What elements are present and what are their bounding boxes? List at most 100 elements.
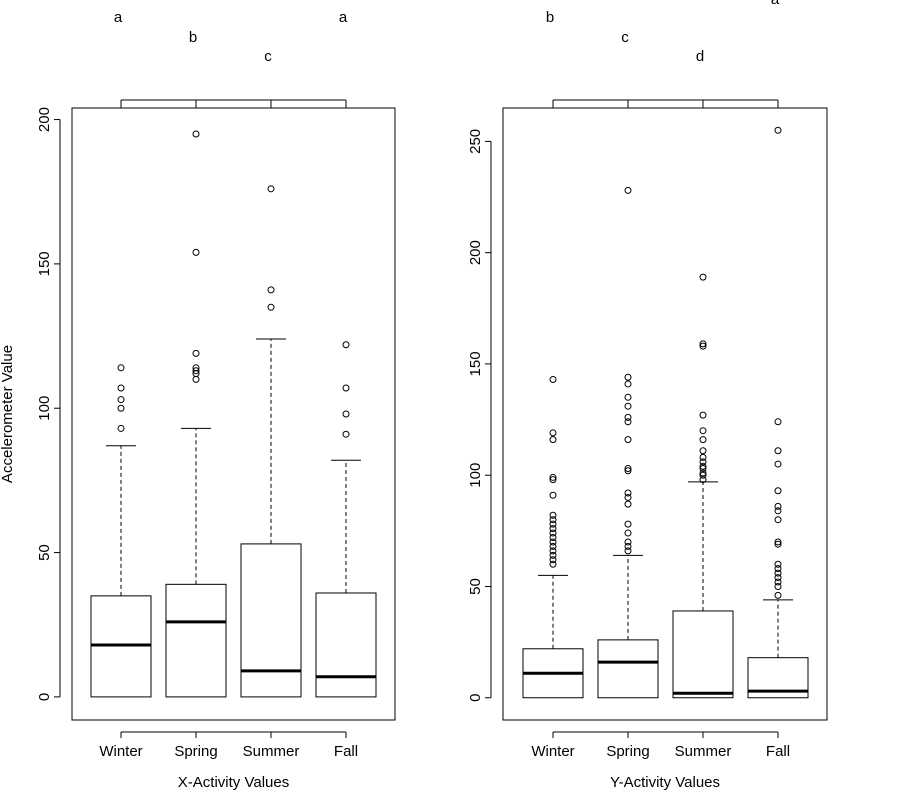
outlier-point: [699, 465, 707, 473]
x-tick-label: Fall: [334, 743, 358, 760]
outlier-point: [549, 542, 557, 550]
x-tick-label: Summer: [675, 743, 732, 760]
outlier-point: [624, 467, 632, 475]
outlier-point: [117, 396, 125, 404]
outlier-point: [624, 489, 632, 497]
outlier-point: [549, 534, 557, 542]
outlier-point: [549, 538, 557, 546]
outlier-point: [117, 384, 125, 392]
outlier-point: [774, 126, 782, 134]
outlier-point: [699, 411, 707, 419]
outlier-point: [774, 540, 782, 548]
outlier-point: [549, 547, 557, 555]
outlier-point: [624, 393, 632, 401]
outlier-point: [549, 429, 557, 437]
y-axis-label: Accelerometer Value: [0, 345, 16, 483]
outlier-point: [267, 303, 275, 311]
outlier-point: [699, 340, 707, 348]
significance-letter: b: [546, 9, 554, 26]
significance-letter: b: [189, 29, 197, 46]
outlier-point: [192, 364, 200, 372]
outlier-point: [624, 465, 632, 473]
outlier-point: [549, 436, 557, 444]
outlier-point: [342, 341, 350, 349]
outlier-point: [549, 525, 557, 533]
outlier-point: [774, 538, 782, 546]
outlier-point: [699, 471, 707, 479]
outlier-point: [774, 418, 782, 426]
outlier-point: [699, 447, 707, 455]
y-tick-label: 50: [467, 578, 484, 595]
outlier-point: [624, 547, 632, 555]
x-tick-label: Fall: [766, 743, 790, 760]
outlier-point: [774, 516, 782, 524]
outlier-point: [624, 542, 632, 550]
outlier-point: [192, 367, 200, 375]
outlier-point: [549, 511, 557, 519]
outlier-point: [549, 556, 557, 564]
plot-frame: [502, 107, 828, 721]
outlier-point: [774, 569, 782, 577]
x-tick-label: Summer: [243, 743, 300, 760]
outlier-point: [267, 185, 275, 193]
outlier-point: [699, 462, 707, 470]
y-tick-label: 0: [36, 693, 53, 701]
outlier-point: [549, 376, 557, 384]
outlier-point: [117, 364, 125, 372]
x-tick-label: Spring: [174, 743, 217, 760]
box: [165, 583, 227, 698]
outlier-point: [549, 551, 557, 559]
box: [240, 543, 302, 698]
outlier-point: [624, 529, 632, 537]
outlier-point: [624, 493, 632, 501]
outlier-point: [549, 476, 557, 484]
x-axis-label: Y-Activity Values: [610, 774, 720, 791]
outlier-point: [624, 380, 632, 388]
x-tick-label: Winter: [99, 743, 142, 760]
outlier-point: [699, 436, 707, 444]
outlier-point: [774, 460, 782, 468]
y-tick-label: 200: [467, 240, 484, 265]
outlier-point: [192, 130, 200, 138]
outlier-point: [624, 402, 632, 410]
significance-letter: c: [264, 48, 272, 65]
x-activity-panel: 0 50 100 150 200 Winter a Spring b Summer c Fall a X-…: [36, 9, 396, 791]
outlier-point: [624, 500, 632, 508]
outlier-point: [774, 578, 782, 586]
y-tick-label: 100: [36, 396, 53, 421]
plot-frame: [71, 107, 396, 721]
outlier-point: [774, 507, 782, 515]
outlier-point: [774, 574, 782, 582]
outlier-point: [192, 248, 200, 256]
outlier-point: [267, 286, 275, 294]
y-activity-panel: 0 50 100 150 200 250 Winter b Spring c Summer d Fall…: [467, 0, 828, 791]
y-tick-label: 0: [467, 694, 484, 702]
y-tick-label: 250: [467, 129, 484, 154]
y-tick-label: 50: [36, 544, 53, 561]
significance-letter: a: [339, 9, 348, 26]
outlier-point: [624, 413, 632, 421]
y-tick-label: 150: [36, 251, 53, 276]
box: [672, 610, 734, 699]
outlier-point: [699, 458, 707, 466]
outlier-point: [699, 469, 707, 477]
significance-letter: c: [621, 29, 629, 46]
outlier-point: [624, 186, 632, 194]
x-tick-label: Spring: [606, 743, 649, 760]
outlier-point: [192, 375, 200, 383]
outlier-point: [774, 487, 782, 495]
y-tick-label: 200: [36, 107, 53, 132]
outlier-point: [192, 349, 200, 357]
outlier-point: [549, 520, 557, 528]
x-tick-label: Winter: [531, 743, 574, 760]
box: [315, 592, 377, 698]
outlier-point: [342, 410, 350, 418]
outlier-point: [624, 373, 632, 381]
outlier-point: [774, 565, 782, 573]
outlier-point: [774, 560, 782, 568]
y-tick-label: 150: [467, 351, 484, 376]
outlier-point: [549, 473, 557, 481]
outlier-point: [549, 560, 557, 568]
outlier-point: [117, 404, 125, 412]
